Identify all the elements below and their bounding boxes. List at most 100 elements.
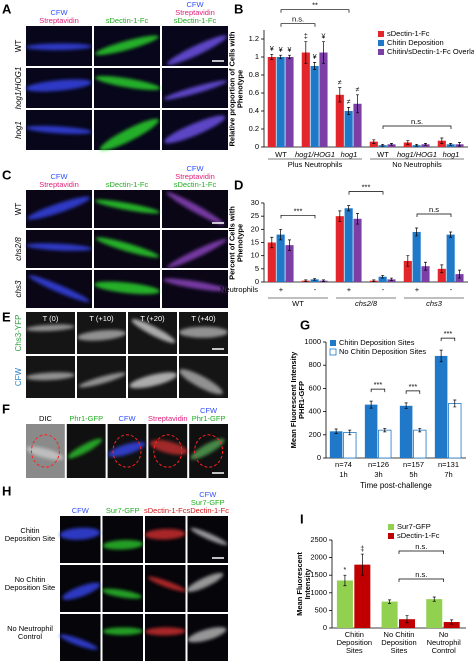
hypha-signal (190, 438, 225, 460)
significance-bracket (280, 9, 350, 13)
bar (336, 580, 353, 628)
hypha-signal (167, 238, 227, 268)
bar (344, 111, 353, 147)
x-tick-label: Chitin Deposition Sites (336, 630, 373, 655)
bar (413, 429, 427, 459)
significance-bracket (348, 191, 384, 195)
error-bar (389, 277, 393, 282)
hypha-signal (25, 79, 92, 92)
hypha-signal (102, 627, 143, 636)
y-tick-label: 400 (308, 407, 321, 416)
significance-symbol: ≠ (347, 99, 351, 106)
y-tick-label: 15 (251, 237, 259, 246)
error-bar (450, 619, 454, 625)
panel-letter: B (234, 1, 243, 16)
column-label: Streptavidin (39, 16, 79, 25)
y-tick-label: 1000 (304, 337, 321, 346)
column-label: CFW (199, 490, 217, 499)
tile-label: T (+40) (191, 314, 216, 323)
error-bar (381, 143, 385, 147)
group-label: WT (292, 299, 304, 308)
significance-label: n.s (429, 205, 439, 214)
micrograph-tile (102, 516, 143, 563)
cell-outline (194, 434, 224, 468)
significance-label: n.s. (415, 570, 427, 579)
y-axis-label: Relative proportion of Cells with Phenot… (226, 31, 245, 147)
error-bar (355, 213, 359, 225)
error-bar (321, 279, 325, 282)
column-label: Streptavidin (39, 180, 79, 189)
hypha-signal (27, 196, 91, 220)
significance-symbol: ¥ (322, 34, 326, 41)
micrograph-tile (162, 230, 228, 268)
bar (364, 404, 378, 458)
legend-label: sDectin-1-Fc (387, 29, 430, 38)
row-label: hog1/HOG1 (14, 67, 23, 110)
column-label: Phr1-GFP (192, 414, 226, 423)
y-tick-label: 200 (308, 430, 321, 439)
error-bar (313, 278, 317, 281)
error-bar (369, 400, 373, 409)
tile-label: T (+20) (140, 314, 165, 323)
panel-letter: I (300, 511, 304, 526)
hypha-signal (144, 627, 186, 636)
bar (446, 234, 455, 282)
hypha-signal (26, 125, 92, 134)
y-tick-label: 0.6 (249, 88, 259, 97)
hypha-signal (62, 582, 101, 600)
y-tick-label: 2000 (310, 553, 327, 562)
error-bar (440, 137, 444, 144)
bar (267, 242, 276, 282)
significance-bracket (382, 125, 452, 129)
hypha-signal (147, 576, 186, 592)
bar (276, 57, 285, 147)
significance-symbol: ‡ (360, 546, 364, 553)
hypha-signal (102, 539, 144, 550)
x-tick-label: hog1 (341, 150, 358, 159)
significance-symbol: ≠ (338, 79, 342, 86)
bar (412, 231, 421, 282)
bar (403, 142, 412, 147)
x-tick-label: hog1 (443, 150, 460, 159)
column-label: Streptavidin (175, 172, 215, 181)
error-bar (338, 210, 342, 222)
column-label: CFW (200, 406, 218, 415)
error-bar (453, 399, 457, 408)
row-label: Chs3-YFP (14, 315, 23, 352)
hypha-signal (178, 326, 228, 338)
legend-label: Chitin/sDectin-1-Fc Overlap (387, 47, 474, 56)
error-bar (321, 41, 325, 64)
hypha-signal (67, 438, 102, 459)
sample-size: n=131 (438, 460, 459, 469)
y-tick-label: 1 (255, 52, 259, 61)
y-tick-label: 0 (255, 142, 259, 151)
micrograph-tile (102, 614, 143, 661)
x-tick-label: WT (275, 150, 287, 159)
hypha-signal (78, 372, 126, 388)
row-label: No Neutrophil Control (7, 623, 53, 641)
bar (426, 599, 443, 628)
x-tick-label: + (415, 285, 420, 294)
legend-swatch (378, 31, 384, 37)
row-label: chs2/8 (14, 237, 23, 261)
significance-label: *** (444, 329, 453, 338)
y-tick-label: 5 (255, 264, 259, 273)
bar (343, 432, 357, 459)
error-bar (338, 87, 342, 103)
y-tick-label: 0 (255, 277, 259, 286)
bar (443, 622, 460, 628)
error-bar (406, 140, 410, 145)
row-label: CFW (14, 367, 23, 386)
hypha-signal (26, 43, 93, 51)
y-tick-label: 1500 (310, 570, 327, 579)
error-bar (389, 143, 393, 146)
significance-label: *** (294, 206, 303, 215)
error-bar (439, 349, 443, 363)
error-bar (415, 227, 419, 237)
cell-outline (112, 434, 142, 468)
column-label: CFW (50, 8, 68, 17)
column-label: sDectin-1-Fc (144, 506, 187, 515)
significance-bracket (398, 578, 445, 583)
column-label: CFW (186, 0, 204, 9)
